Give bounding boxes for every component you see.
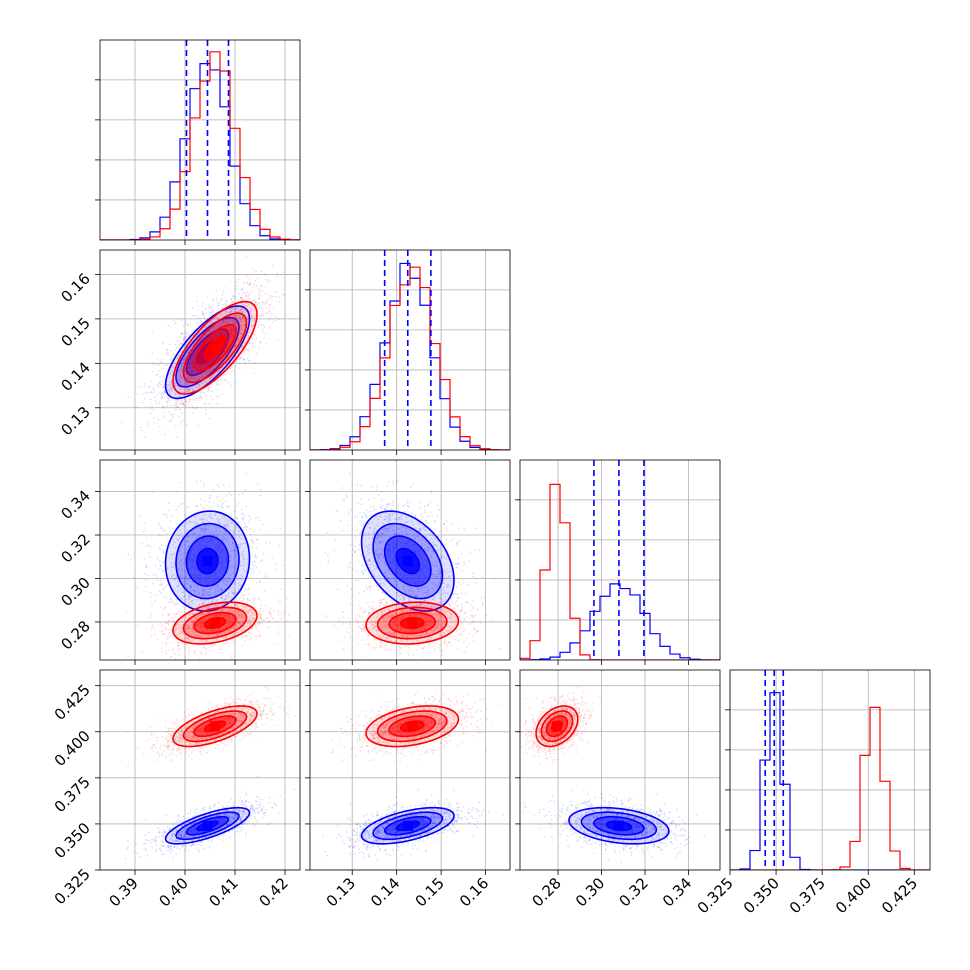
y-tick-label: 0.14 xyxy=(57,358,93,394)
scatter-panel-4-1: 0.39 0.40 0.41 0.42 0.3250.3500.3750.4000.42… xyxy=(51,669,301,910)
x-tick-label: 0.42 xyxy=(255,874,291,910)
density-peak-series-1 xyxy=(202,820,213,831)
x-tick-label: 0.16 xyxy=(456,874,492,910)
scatter-panel-4-2: 0.13 0.14 0.15 0.16 xyxy=(305,669,511,910)
density-peak-series-2 xyxy=(551,721,562,732)
density-peak-series-1 xyxy=(202,556,213,567)
scatter-panel-3-1: 0.28 0.30 0.32 0.34 xyxy=(57,459,301,665)
y-tick-label: 0.13 xyxy=(57,403,93,439)
x-tick-label: 0.28 xyxy=(529,874,565,910)
histogram-series-2 xyxy=(730,706,930,870)
y-tick-label: 0.32 xyxy=(57,530,93,566)
panel-frame xyxy=(309,459,511,661)
density-peak-series-1 xyxy=(613,820,624,831)
histogram-series-1 xyxy=(520,583,720,660)
y-tick-label: 0.34 xyxy=(57,487,93,523)
panel-frame xyxy=(309,249,511,451)
x-tick-label: 0.39 xyxy=(105,874,141,910)
panel-frame xyxy=(309,669,511,871)
histogram-panel-3 xyxy=(515,459,721,665)
scatter-panel-4-3: 0.28 0.30 0.32 0.34 xyxy=(515,669,721,910)
density-peak-series-2 xyxy=(407,618,418,629)
density-peak-series-2 xyxy=(210,618,220,629)
density-peak-series-1 xyxy=(402,556,413,567)
y-tick-label: 0.28 xyxy=(57,617,93,653)
density-peak-series-2 xyxy=(210,342,220,353)
density-peak-series-2 xyxy=(407,721,418,732)
x-tick-label: 0.425 xyxy=(878,874,921,917)
y-tick-label: 0.375 xyxy=(51,773,94,816)
scatter-panel-2-1: 0.13 0.14 0.15 0.16 xyxy=(57,249,301,455)
x-tick-label: 0.13 xyxy=(323,874,359,910)
histogram-series-2 xyxy=(520,483,720,660)
x-tick-label: 0.32 xyxy=(615,874,651,910)
x-tick-label: 0.325 xyxy=(694,874,737,917)
panel-frame xyxy=(99,459,301,661)
y-tick-label: 0.400 xyxy=(51,727,94,770)
histogram-panel-2 xyxy=(305,249,511,455)
y-tick-label: 0.30 xyxy=(57,574,93,610)
density-peak-series-1 xyxy=(402,820,413,831)
x-tick-label: 0.14 xyxy=(367,874,403,910)
x-tick-label: 0.40 xyxy=(155,874,191,910)
y-tick-label: 0.325 xyxy=(51,865,94,908)
scatter-panel-3-2 xyxy=(305,459,511,665)
panel-frame xyxy=(729,669,931,871)
histogram-panel-1 xyxy=(95,39,301,245)
x-tick-label: 0.375 xyxy=(786,874,829,917)
panel-frame xyxy=(99,249,301,451)
histogram-panel-4: 0.325 0.350 0.375 0.400 0.425 xyxy=(694,669,931,917)
panel-frame xyxy=(519,459,721,661)
y-tick-label: 0.16 xyxy=(57,270,93,306)
y-tick-label: 0.350 xyxy=(51,819,94,862)
panel-frame xyxy=(99,39,301,241)
x-tick-label: 0.400 xyxy=(832,874,875,917)
density-peak-series-2 xyxy=(210,721,220,732)
x-tick-label: 0.15 xyxy=(412,874,448,910)
x-tick-label: 0.41 xyxy=(205,874,241,910)
histogram-series-1 xyxy=(730,692,930,870)
x-tick-label: 0.34 xyxy=(659,874,695,910)
histogram-series-2 xyxy=(310,266,510,450)
y-tick-label: 0.15 xyxy=(57,314,93,350)
x-tick-label: 0.30 xyxy=(572,874,608,910)
x-tick-label: 0.350 xyxy=(740,874,783,917)
histogram-series-1 xyxy=(310,262,510,450)
y-tick-label: 0.425 xyxy=(51,681,94,724)
panel-frame xyxy=(99,669,301,871)
panel-frame xyxy=(519,669,721,871)
